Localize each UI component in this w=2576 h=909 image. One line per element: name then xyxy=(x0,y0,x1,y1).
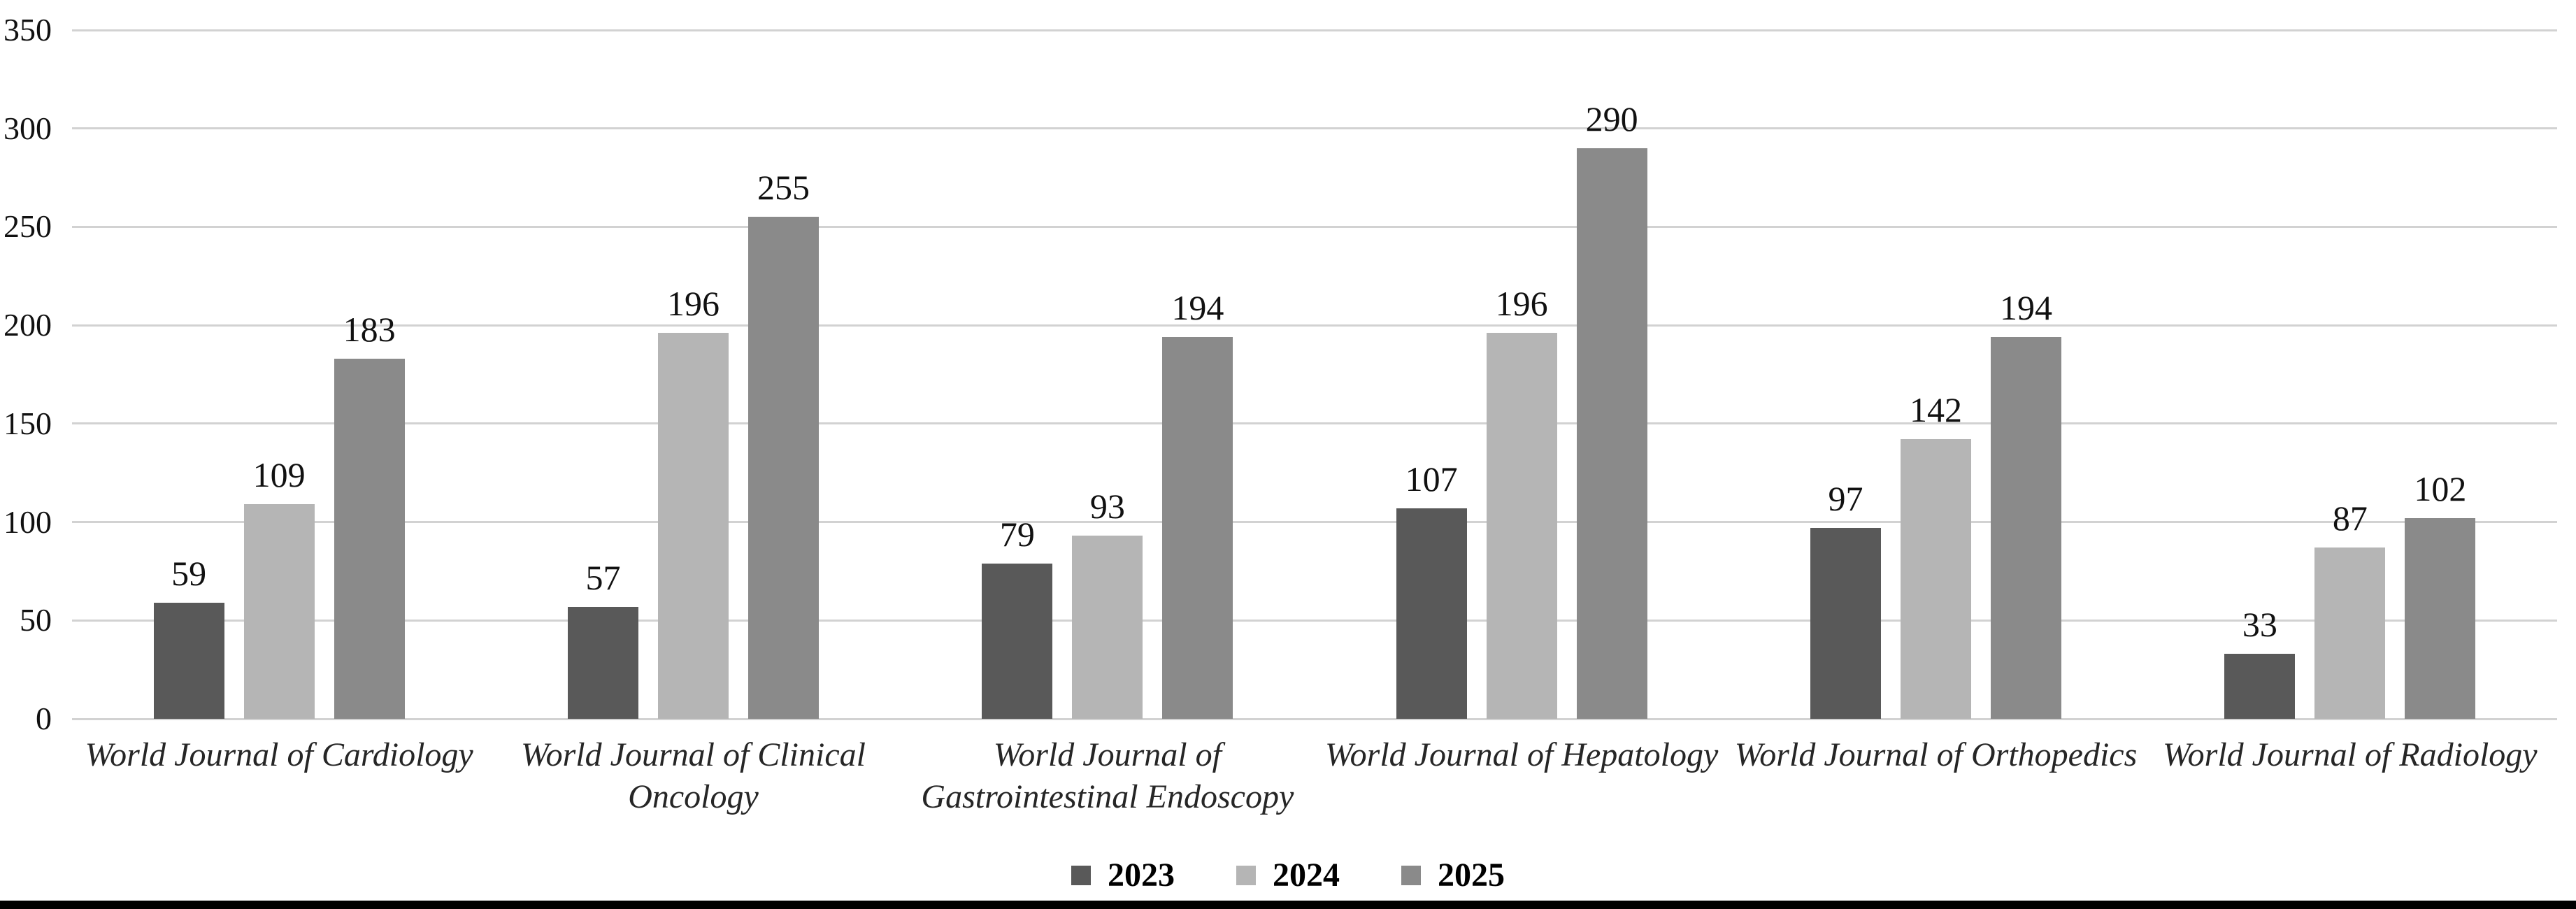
bar-2025-4 xyxy=(1576,148,1647,719)
category-label-4: World Journal of Hepatology xyxy=(1325,734,1718,776)
value-label-2025-5: 194 xyxy=(2000,288,2052,328)
gridline-50 xyxy=(72,619,2557,622)
value-label-2023-6: 33 xyxy=(2242,605,2277,645)
category-label-line: World Journal of Radiology xyxy=(2163,736,2538,773)
bar-2025-5 xyxy=(1991,337,2061,719)
legend-marker-2023 xyxy=(1071,866,1091,885)
bar-2025-3 xyxy=(1162,337,1233,719)
bar-2025-1 xyxy=(334,358,405,719)
bar-2025-2 xyxy=(748,217,819,719)
legend-label-2024: 2024 xyxy=(1273,857,1340,894)
bar-2024-1 xyxy=(243,504,315,719)
value-label-2025-3: 194 xyxy=(1171,288,1224,328)
legend-label-2023: 2023 xyxy=(1108,857,1175,894)
legend: 2023 2024 2025 xyxy=(1071,857,1505,894)
y-tick-label-300: 300 xyxy=(3,110,52,146)
category-label-line: Oncology xyxy=(628,778,759,815)
gridline-250 xyxy=(72,225,2557,228)
value-label-2023-2: 57 xyxy=(585,557,621,597)
gridline-100 xyxy=(72,521,2557,524)
y-tick-label-150: 150 xyxy=(3,405,52,441)
value-label-2025-2: 255 xyxy=(757,168,810,208)
legend-label-2025: 2025 xyxy=(1438,857,1505,894)
value-label-2023-1: 59 xyxy=(171,553,207,593)
category-label-6: World Journal of Radiology xyxy=(2163,734,2538,776)
legend-marker-2024 xyxy=(1236,866,1256,885)
y-tick-label-0: 0 xyxy=(36,701,52,736)
value-label-2023-3: 79 xyxy=(999,514,1035,554)
legend-item-2023: 2023 xyxy=(1071,857,1175,894)
legend-item-2025: 2025 xyxy=(1401,857,1505,894)
category-label-line: World Journal of Orthopedics xyxy=(1734,736,2138,773)
value-label-2025-4: 290 xyxy=(1585,99,1638,138)
value-label-2024-5: 142 xyxy=(1910,390,1962,430)
category-label-5: World Journal of Orthopedics xyxy=(1735,734,2138,776)
bar-2023-6 xyxy=(2224,654,2296,719)
bar-2023-4 xyxy=(1396,508,1467,719)
bar-2023-5 xyxy=(1810,528,1881,719)
value-label-2024-3: 93 xyxy=(1089,487,1125,527)
gridline-200 xyxy=(72,324,2557,327)
y-tick-label-350: 350 xyxy=(3,12,52,48)
value-label-2024-4: 196 xyxy=(1495,284,1548,324)
category-label-line: Gastrointestinal Endoscopy xyxy=(921,778,1294,815)
bar-2024-2 xyxy=(658,333,729,719)
value-label-2023-4: 107 xyxy=(1405,459,1458,499)
gridline-150 xyxy=(72,422,2557,425)
value-label-2024-6: 87 xyxy=(2332,499,2368,538)
legend-marker-2025 xyxy=(1401,866,1421,885)
bar-2023-1 xyxy=(153,602,224,719)
bar-2024-3 xyxy=(1072,536,1143,719)
value-label-2025-1: 183 xyxy=(343,309,396,349)
bar-2024-6 xyxy=(2314,547,2386,719)
category-label-line: World Journal of Hepatology xyxy=(1325,736,1719,773)
value-label-2024-1: 109 xyxy=(252,455,306,495)
value-label-2025-6: 102 xyxy=(2414,468,2467,508)
y-tick-label-250: 250 xyxy=(3,208,52,245)
value-label-2024-2: 196 xyxy=(667,284,720,324)
category-label-line: World Journal of xyxy=(993,736,1222,773)
value-label-2023-5: 97 xyxy=(1828,479,1863,518)
y-tick-label-50: 50 xyxy=(20,602,52,638)
category-label-line: World Journal of Cardiology xyxy=(85,736,473,773)
bottom-border xyxy=(0,901,2576,909)
gridline-0 xyxy=(72,717,2557,720)
bar-2023-2 xyxy=(568,606,638,719)
gridline-300 xyxy=(72,127,2557,130)
bar-2024-4 xyxy=(1486,333,1557,719)
y-tick-label-200: 200 xyxy=(3,307,52,343)
gridline-350 xyxy=(72,29,2557,31)
category-label-line: World Journal of Clinical xyxy=(521,736,866,773)
bar-2025-6 xyxy=(2405,517,2476,719)
category-label-3: World Journal of Gastrointestinal Endosco… xyxy=(921,734,1294,818)
bar-2023-3 xyxy=(982,563,1053,719)
category-label-2: World Journal of Clinical Oncology xyxy=(521,734,866,818)
bar-2024-5 xyxy=(1901,439,1971,719)
legend-item-2024: 2024 xyxy=(1236,857,1340,894)
y-tick-label-100: 100 xyxy=(3,503,52,540)
category-label-1: World Journal of Cardiology xyxy=(85,734,473,776)
